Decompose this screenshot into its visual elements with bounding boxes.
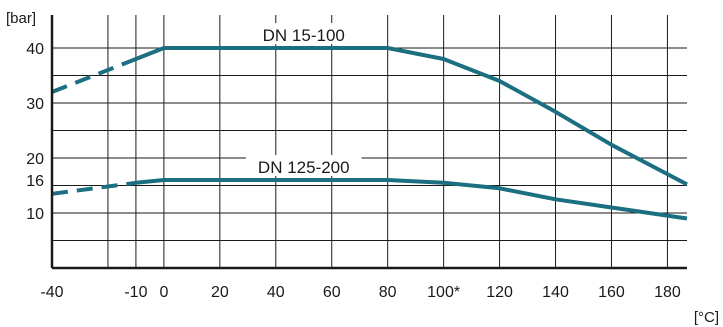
labels: [bar] [°C] DN 15-100 DN 125-200 10 16 20 30 40… — [6, 10, 719, 326]
x-tick-label: 60 — [323, 284, 341, 301]
grid — [52, 15, 687, 268]
y-tick-label: 10 — [26, 206, 44, 223]
x-tick-label: 140 — [542, 284, 569, 301]
curves — [51, 46, 688, 221]
y-axis-unit-label: [bar] — [6, 10, 36, 27]
x-tick-label: -40 — [40, 284, 63, 301]
series-1-line — [135, 46, 688, 187]
x-tick-label: 0 — [159, 284, 168, 301]
axes — [50, 15, 687, 270]
x-tick-label: 40 — [267, 284, 285, 301]
series-1-dashed-line — [51, 57, 137, 94]
x-tick-label: -10 — [124, 284, 147, 301]
x-tick-label: 100* — [427, 284, 460, 301]
x-tick-label: 80 — [379, 284, 397, 301]
x-tick-label: 20 — [211, 284, 229, 301]
x-axis-unit-label: [°C] — [694, 309, 719, 326]
x-tick-label: 120 — [486, 284, 513, 301]
series-2-line — [135, 178, 688, 221]
y-tick-label: 40 — [26, 41, 44, 58]
series-2-dashed-line — [51, 180, 137, 196]
x-tick-label: 160 — [598, 284, 625, 301]
y-tick-label: 16 — [26, 173, 44, 190]
y-tick-label: 30 — [26, 96, 44, 113]
series-label-background — [245, 155, 362, 176]
series-1-label: DN 15-100 — [263, 26, 345, 45]
series-label-background — [250, 23, 357, 44]
series-2-label: DN 125-200 — [258, 158, 350, 177]
x-tick-label: 180 — [654, 284, 681, 301]
y-tick-label: 20 — [26, 151, 44, 168]
